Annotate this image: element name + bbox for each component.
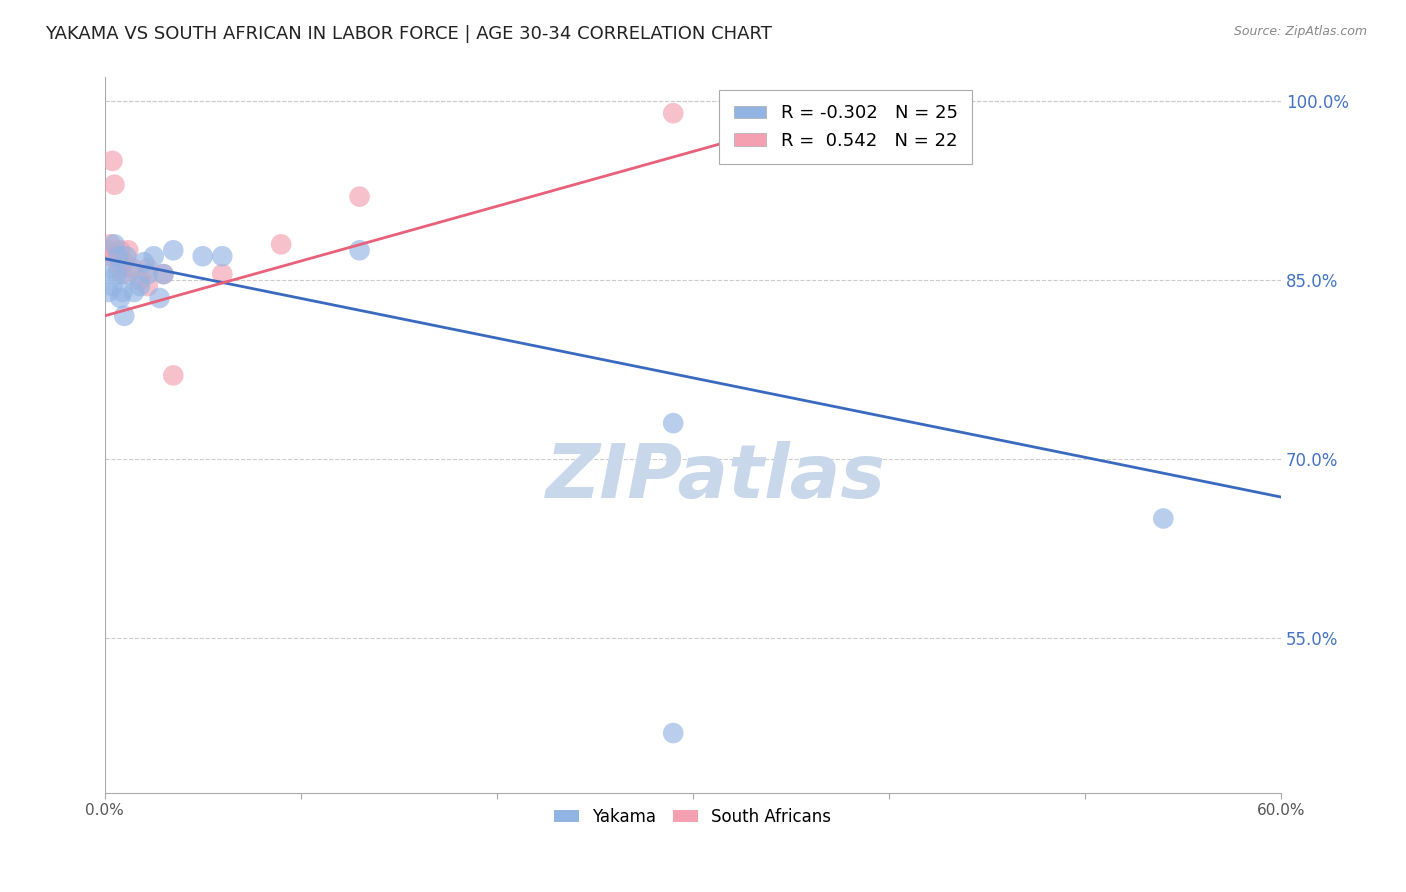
Point	[662, 726, 685, 740]
Point	[136, 279, 159, 293]
Point	[117, 244, 139, 258]
Point	[142, 249, 165, 263]
Point	[1152, 511, 1174, 525]
Point	[121, 261, 143, 276]
Point	[115, 249, 138, 263]
Point	[97, 285, 120, 299]
Point	[136, 267, 159, 281]
Point	[122, 285, 145, 299]
Point	[100, 261, 122, 276]
Point	[211, 249, 233, 263]
Point	[110, 291, 132, 305]
Text: ZIPatlas: ZIPatlas	[547, 442, 886, 515]
Point	[662, 416, 685, 430]
Point	[110, 244, 132, 258]
Point	[132, 255, 155, 269]
Point	[111, 285, 134, 299]
Point	[152, 267, 174, 281]
Point	[152, 267, 174, 281]
Point	[107, 261, 129, 276]
Point	[103, 178, 125, 192]
Point	[103, 237, 125, 252]
Legend: Yakama, South Africans: Yakama, South Africans	[546, 800, 839, 834]
Point	[100, 237, 122, 252]
Point	[349, 244, 371, 258]
Point	[270, 237, 292, 252]
Point	[162, 368, 184, 383]
Point	[129, 273, 152, 287]
Point	[117, 267, 139, 281]
Point	[107, 249, 129, 263]
Point	[100, 249, 122, 263]
Point	[136, 261, 159, 276]
Point	[112, 255, 135, 269]
Point	[129, 279, 152, 293]
Point	[112, 309, 135, 323]
Point	[101, 153, 124, 168]
Point	[662, 106, 685, 120]
Point	[349, 189, 371, 203]
Point	[105, 267, 128, 281]
Point	[191, 249, 214, 263]
Point	[101, 279, 124, 293]
Point	[211, 267, 233, 281]
Point	[162, 244, 184, 258]
Point	[105, 249, 128, 263]
Point	[111, 267, 134, 281]
Point	[779, 106, 801, 120]
Text: Source: ZipAtlas.com: Source: ZipAtlas.com	[1233, 25, 1367, 38]
Text: YAKAMA VS SOUTH AFRICAN IN LABOR FORCE | AGE 30-34 CORRELATION CHART: YAKAMA VS SOUTH AFRICAN IN LABOR FORCE |…	[45, 25, 772, 43]
Point	[97, 244, 120, 258]
Point	[148, 291, 170, 305]
